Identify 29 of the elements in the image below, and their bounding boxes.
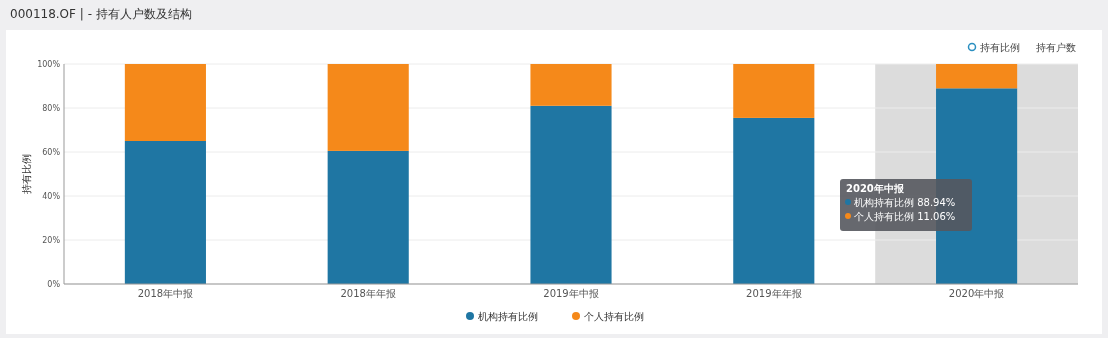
- legend-label: 个人持有比例: [584, 310, 644, 322]
- y-tick-label: 20%: [42, 235, 61, 245]
- annotation: 机构持有比例 88.94%: [854, 197, 956, 208]
- bar: [530, 105, 612, 284]
- y-tick-label: 40%: [42, 191, 61, 201]
- bar: [733, 64, 815, 118]
- y-axis-title: 持有比例: [21, 154, 32, 194]
- bar: [124, 141, 206, 284]
- y-tick-label: 0%: [47, 279, 61, 289]
- chart-title: 000118.OF | - 持有人户数及结构: [10, 7, 192, 21]
- y-tick-label: 80%: [42, 103, 61, 113]
- bar: [936, 64, 1018, 89]
- x-tick-label: 2018年中报: [137, 288, 194, 299]
- text: 持有比例: [980, 41, 1020, 53]
- bar: [327, 64, 409, 151]
- x-tick-label: 2019年年报: [746, 288, 802, 299]
- bar: [327, 150, 409, 284]
- annotation: 2020年中报: [846, 183, 905, 194]
- x-tick-label: 2020年中报: [948, 288, 1005, 299]
- y-tick-label: 60%: [42, 147, 61, 157]
- y-tick-label: 100%: [37, 59, 61, 69]
- bar: [124, 64, 206, 141]
- x-tick-label: 2019年中报: [543, 288, 599, 299]
- annotation: 个人持有比例 11.06%: [854, 211, 956, 222]
- legend-label: 机构持有比例: [478, 310, 538, 322]
- x-tick-label: 2018年年报: [340, 288, 396, 299]
- bar: [530, 64, 612, 106]
- bar: [733, 117, 815, 284]
- text: 持有户数: [1036, 41, 1076, 53]
